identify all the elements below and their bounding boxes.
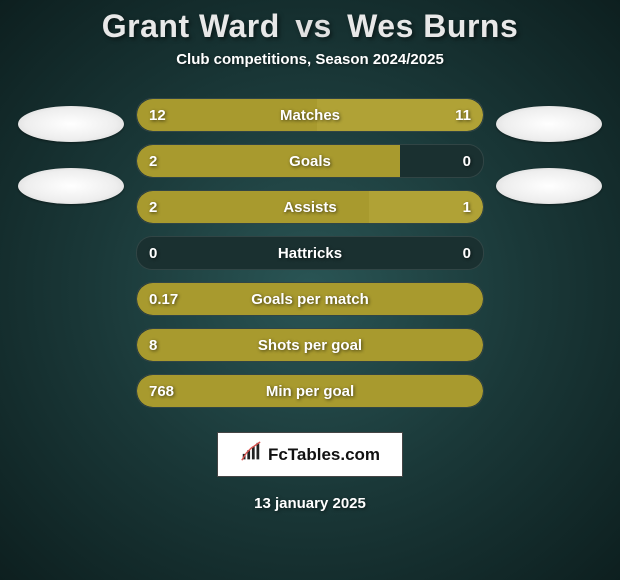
stat-label: Min per goal [137, 375, 483, 407]
stat-row: Assists2 1 [136, 190, 484, 224]
stat-label: Shots per goal [137, 329, 483, 361]
stat-value-left: 0 [149, 237, 157, 269]
stat-row: Hattricks0 0 [136, 236, 484, 270]
stat-value-left: 2 [149, 145, 157, 177]
stat-row: Goals per match0.17 [136, 282, 484, 316]
right-badges [496, 98, 602, 204]
vs-label: vs [295, 8, 332, 44]
stat-row: Min per goal768 [136, 374, 484, 408]
player1-badge-1 [18, 106, 124, 142]
stat-value-right: 11 [455, 99, 471, 131]
footer-date: 13 january 2025 [254, 495, 366, 512]
player2-name: Wes Burns [347, 8, 518, 44]
stat-row: Shots per goal8 [136, 328, 484, 362]
page-title: Grant Ward vs Wes Burns [102, 8, 518, 45]
stat-label: Goals per match [137, 283, 483, 315]
player1-badge-2 [18, 168, 124, 204]
left-badges [18, 98, 124, 204]
stat-bars: Matches1211Goals20Assists21Hattricks00Go… [136, 98, 484, 408]
chart-icon [240, 441, 262, 468]
stat-row: Matches12 11 [136, 98, 484, 132]
stat-value-left: 2 [149, 191, 157, 223]
stat-value-left: 768 [149, 375, 174, 407]
stat-value-left: 0.17 [149, 283, 178, 315]
stat-value-left: 12 [149, 99, 166, 131]
brand-text: FcTables.com [268, 445, 380, 465]
stat-value-right: 0 [463, 237, 471, 269]
brand-badge: FcTables.com [217, 432, 403, 477]
stat-value-right: 1 [463, 191, 471, 223]
player2-badge-2 [496, 168, 602, 204]
subtitle: Club competitions, Season 2024/2025 [176, 51, 444, 68]
stat-label: Assists [137, 191, 483, 223]
stat-row: Goals2 0 [136, 144, 484, 178]
player1-name: Grant Ward [102, 8, 280, 44]
comparison-card: Grant Ward vs Wes Burns Club competition… [0, 0, 620, 580]
stat-label: Goals [137, 145, 483, 177]
player2-badge-1 [496, 106, 602, 142]
stat-label: Matches [137, 99, 483, 131]
stats-area: Matches1211Goals20Assists21Hattricks00Go… [0, 98, 620, 408]
stat-label: Hattricks [137, 237, 483, 269]
stat-value-left: 8 [149, 329, 157, 361]
stat-value-right: 0 [463, 145, 471, 177]
